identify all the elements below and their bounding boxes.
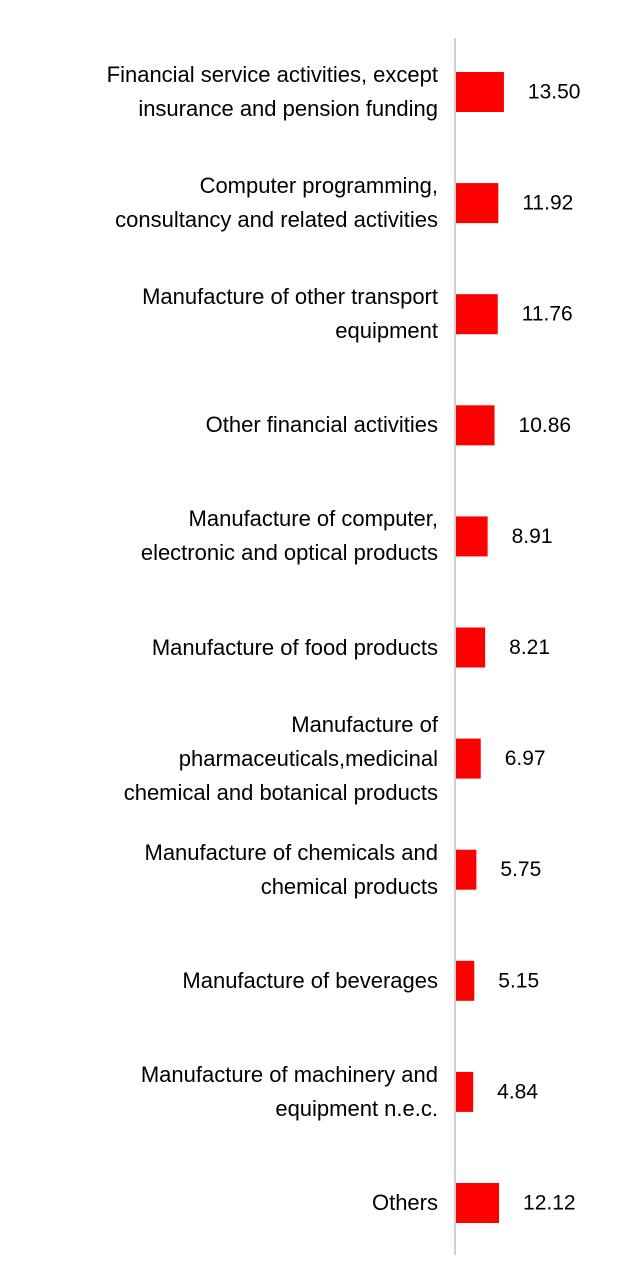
category-label: Manufacture of computer, electronic and o… — [18, 502, 438, 570]
category-label-line: Manufacture of food products — [151, 634, 438, 660]
category-label-line: pharmaceuticals,medicinal — [178, 745, 438, 771]
category-label-line: equipment — [335, 318, 438, 344]
category-label-line: equipment n.e.c. — [275, 1095, 438, 1121]
bar — [456, 183, 499, 224]
data-label: 12.12 — [523, 1192, 576, 1215]
category-label: Computer programming, consultancy and rel… — [18, 169, 438, 237]
category-label-line: Manufacture of beverages — [182, 967, 438, 993]
category-label-line: electronic and optical products — [140, 540, 438, 566]
bar — [456, 960, 475, 1001]
category-label-line: chemical and botanical products — [123, 779, 438, 805]
bar — [456, 849, 477, 890]
data-label: 5.75 — [500, 858, 541, 881]
data-label: 4.84 — [497, 1080, 538, 1103]
category-label-line: chemical products — [260, 873, 438, 899]
category-label-line: insurance and pension funding — [138, 96, 438, 121]
data-label: 5.15 — [498, 969, 539, 992]
category-label: Financial service activities, except insu… — [18, 58, 438, 126]
data-label: 13.50 — [528, 81, 581, 104]
category-label-line: Manufacture of chemicals and — [144, 839, 439, 865]
category-label: Manufacture of chemicals and chemical pro… — [18, 836, 439, 904]
bar — [456, 294, 498, 335]
category-label-line: Manufacture of machinery and — [140, 1061, 438, 1087]
category-label-line: Other financial activities — [205, 412, 438, 438]
category-label-line: Manufacture of computer, — [188, 506, 438, 532]
category-label: Other financial activities — [18, 408, 438, 442]
data-label: 11.92 — [522, 192, 573, 215]
bar — [456, 738, 481, 779]
category-label-line: Others — [371, 1190, 438, 1215]
bar — [456, 1183, 500, 1223]
category-label: Manufacture of machinery and equipment n.… — [18, 1058, 438, 1126]
category-label-line: Computer programming, — [199, 173, 438, 199]
bar — [456, 72, 504, 112]
category-label-line: Financial service activities, except — [106, 62, 438, 87]
category-label: Manufacture of food products — [18, 631, 438, 665]
category-label-line: Manufacture of — [291, 711, 438, 737]
data-label: 8.21 — [509, 636, 550, 659]
category-label: Manufacture of pharmaceuticals,medicinal c… — [18, 708, 438, 810]
category-label: Manufacture of beverages — [18, 964, 438, 998]
data-label: 8.91 — [512, 525, 553, 548]
bar — [456, 405, 495, 446]
bar — [456, 1071, 474, 1112]
bar — [456, 516, 488, 557]
category-label-line: consultancy and related activities — [115, 207, 438, 233]
category-label-line: Manufacture of other transport — [142, 284, 438, 310]
data-label: 11.76 — [522, 303, 573, 326]
data-label: 6.97 — [505, 747, 546, 770]
data-label: 10.86 — [519, 414, 572, 437]
category-label: Manufacture of other transport equipment — [18, 280, 438, 348]
category-label: Others — [18, 1186, 438, 1220]
bar — [456, 627, 486, 668]
